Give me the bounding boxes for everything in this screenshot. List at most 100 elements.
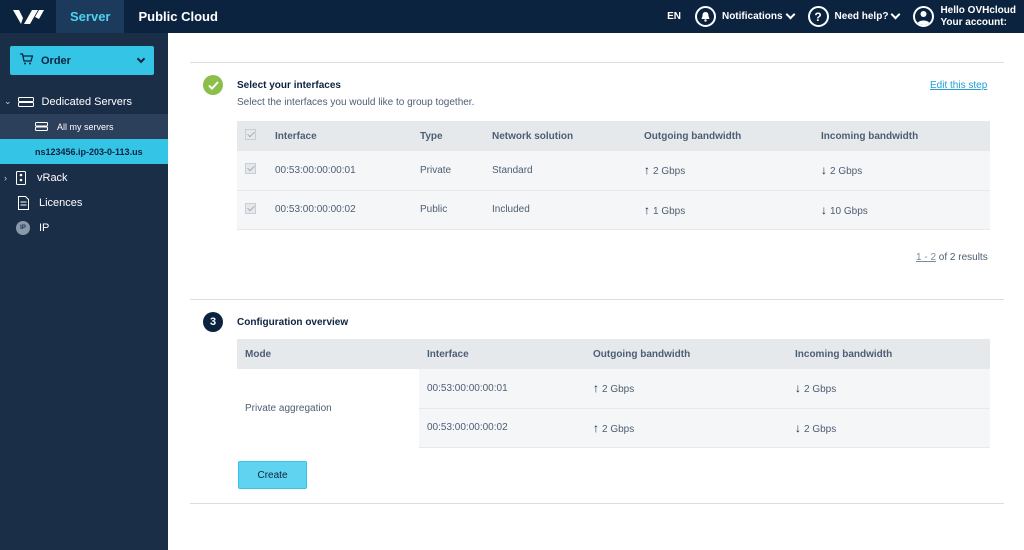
greeting-text: Hello OVHcloud — [940, 4, 1016, 16]
outgoing-cell: ↑ 2 Gbps — [585, 408, 787, 448]
column-header: Network solution — [484, 121, 636, 151]
solution-cell: Included — [484, 190, 636, 230]
outgoing-cell: ↑ 2 Gbps — [636, 151, 813, 191]
licence-icon — [15, 195, 31, 210]
incoming-cell: ↓ 2 Gbps — [787, 369, 990, 409]
sidebar-item-label: ns123456.ip-203-0-113.us — [35, 146, 143, 157]
sidebar-item-label: All my servers — [57, 121, 114, 132]
step-2-subtitle: Select the interfaces you would like to … — [237, 97, 475, 108]
sidebar-item-dedicated-servers[interactable]: ⌄ Dedicated Servers — [0, 89, 168, 114]
table-row: 00:53:00:00:00:02 Public Included ↑ 1 Gbp… — [237, 190, 990, 230]
order-label: Order — [41, 54, 71, 67]
column-header: Type — [412, 121, 484, 151]
sidebar: Order ⌄ Dedicated Servers All my servers… — [0, 33, 168, 550]
outgoing-value: 2 Gbps — [653, 166, 686, 178]
chevron-down-icon — [785, 9, 795, 20]
help-icon: ? — [807, 6, 829, 27]
chevron-down-icon — [136, 54, 146, 64]
pagination-total: of 2 results — [938, 252, 988, 263]
incoming-cell: ↓ 10 Gbps — [813, 190, 990, 230]
interface-cell: 00:53:00:00:00:02 — [267, 190, 412, 230]
sidebar-item-vrack[interactable]: › vRack — [0, 165, 168, 190]
pagination-range-link[interactable]: 1 - 2 — [916, 252, 937, 263]
bell-icon — [694, 6, 716, 27]
arrow-down-icon: ↓ — [821, 163, 827, 178]
arrow-up-icon: ↑ — [644, 202, 650, 217]
column-header: Incoming bandwidth — [787, 339, 990, 369]
table-row: Private aggregation 00:53:00:00:00:01 ↑ 2… — [237, 369, 990, 447]
sidebar-item-label: Licences — [39, 196, 83, 209]
edit-step-link[interactable]: Edit this step — [930, 80, 988, 91]
step-complete-check-icon — [203, 75, 223, 95]
chevron-right-icon: › — [4, 172, 7, 183]
select-all-checkbox[interactable] — [245, 129, 256, 140]
language-label: EN — [667, 11, 681, 22]
ip-icon: IP — [15, 220, 31, 235]
outgoing-value: 2 Gbps — [602, 384, 635, 396]
arrow-down-icon: ↓ — [795, 420, 801, 435]
chevron-down-icon: ⌄ — [4, 96, 12, 106]
help-label: Need help? — [834, 11, 889, 22]
step-3-title: Configuration overview — [237, 317, 349, 328]
main-content: Select your interfaces Select the interf… — [168, 33, 1024, 550]
column-header: Mode — [237, 339, 419, 369]
step-2-title: Select your interfaces — [237, 80, 341, 91]
incoming-value: 2 Gbps — [804, 384, 837, 396]
column-header: Interface — [419, 339, 585, 369]
divider — [190, 503, 1004, 504]
notifications-label: Notifications — [721, 11, 783, 22]
interface-cell: 00:53:00:00:00:01 — [267, 151, 412, 191]
solution-cell: Standard — [484, 151, 636, 191]
incoming-cell: ↓ 2 Gbps — [787, 408, 990, 448]
chevron-down-icon — [890, 9, 901, 20]
sidebar-item-all-my-servers[interactable]: All my servers — [0, 114, 168, 139]
arrow-down-icon: ↓ — [795, 381, 801, 396]
arrow-down-icon: ↓ — [821, 202, 827, 217]
notifications-button[interactable]: Notifications — [694, 6, 795, 27]
sidebar-item-label: IP — [39, 221, 50, 234]
incoming-cell: ↓ 2 Gbps — [813, 151, 990, 191]
outgoing-cell: ↑ 1 Gbps — [636, 190, 813, 230]
arrow-up-icon: ↑ — [593, 420, 599, 435]
row-checkbox-cell — [237, 151, 267, 191]
divider — [190, 299, 1004, 300]
table-row: 00:53:00:00:00:01 Private Standard ↑ 2 Gb… — [237, 151, 990, 191]
interface-cell: 00:53:00:00:00:02 — [419, 408, 585, 448]
tab-server[interactable]: Server — [56, 0, 125, 33]
incoming-value: 2 Gbps — [830, 166, 863, 178]
arrow-up-icon: ↑ — [644, 163, 650, 178]
row-checkbox[interactable] — [245, 202, 256, 214]
create-button[interactable]: Create — [238, 461, 307, 489]
help-button[interactable]: ? Need help? — [807, 6, 901, 27]
column-header: Interface — [267, 121, 412, 151]
divider — [190, 62, 1004, 63]
language-selector[interactable]: EN — [667, 11, 681, 22]
column-header: Incoming bandwidth — [813, 121, 990, 151]
row-checkbox[interactable] — [245, 163, 256, 175]
server-icon — [17, 95, 34, 109]
user-icon — [913, 6, 935, 27]
row-checkbox-cell — [237, 190, 267, 230]
select-all-header — [237, 121, 267, 151]
sidebar-item-label: vRack — [37, 171, 68, 184]
interfaces-table: Interface Type Network solution Outgoing… — [237, 121, 990, 230]
account-label: Your account: — [940, 16, 1007, 28]
sidebar-item-ip[interactable]: IP IP — [0, 215, 168, 240]
vrack-icon — [13, 170, 29, 185]
table-row: 00:53:00:00:00:02 ↑ 2 Gbps ↓ 2 Gbps — [237, 408, 990, 448]
configuration-table: Mode Interface Outgoing bandwidth Incomi… — [237, 339, 990, 448]
order-button[interactable]: Order — [10, 46, 154, 75]
tab-public-cloud[interactable]: Public Cloud — [138, 9, 218, 24]
pagination: 1 - 2 of 2 results — [916, 252, 988, 263]
ovh-logo[interactable] — [0, 0, 56, 33]
sidebar-item-label: Dedicated Servers — [41, 95, 133, 108]
column-header: Outgoing bandwidth — [585, 339, 787, 369]
sidebar-item-server-ns123456[interactable]: ns123456.ip-203-0-113.us — [0, 139, 168, 164]
interface-cell: 00:53:00:00:00:01 — [419, 369, 585, 409]
mode-cell: Private aggregation — [237, 369, 419, 447]
outgoing-value: 1 Gbps — [653, 205, 686, 217]
table-header-row: Interface Type Network solution Outgoing… — [237, 121, 990, 151]
outgoing-value: 2 Gbps — [602, 423, 635, 435]
account-menu[interactable]: Hello OVHcloud Your account: — [913, 5, 1016, 29]
sidebar-item-licences[interactable]: Licences — [0, 190, 168, 215]
